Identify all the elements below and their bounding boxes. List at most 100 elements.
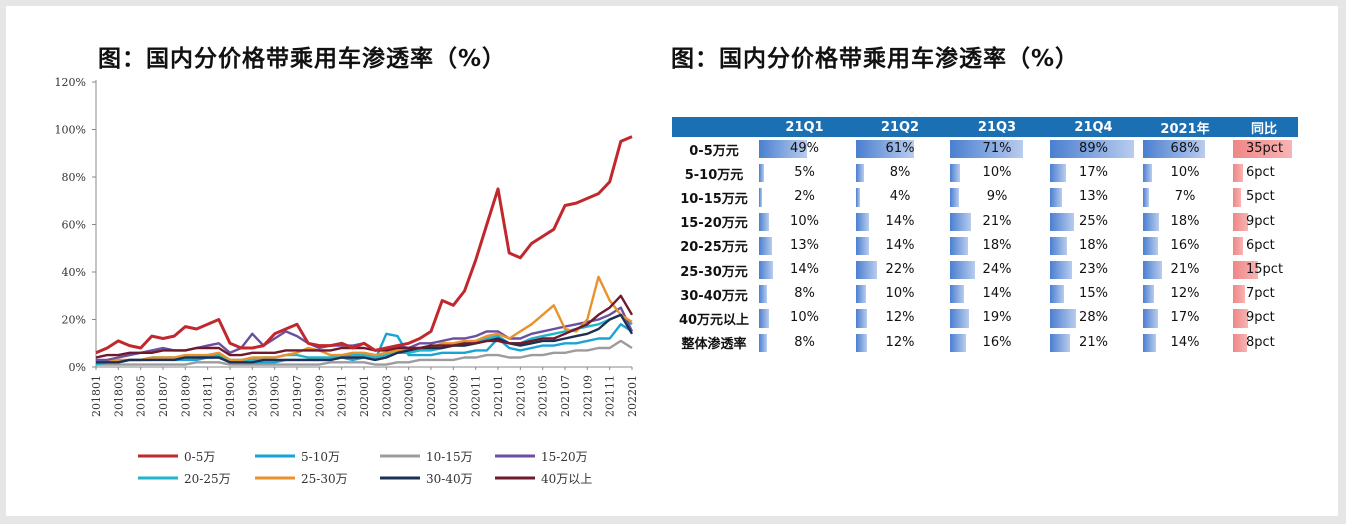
value-cell: 9% — [947, 185, 1047, 209]
value-bar — [759, 260, 773, 280]
value-cell: 61% — [853, 137, 947, 161]
table-row: 30-40万元 8% 10% 14% 15% 12% 7pct — [672, 282, 1298, 306]
value-cell: 16% — [1140, 234, 1230, 258]
value-text: 14% — [982, 286, 1012, 302]
value-bar — [950, 236, 969, 255]
row-label: 30-40万元 — [680, 288, 748, 304]
table-row: 5-10万元 5% 8% 10% 17% 10% 6pct — [672, 161, 1298, 185]
legend-label: 10-15万 — [426, 450, 473, 464]
series-line-7 — [96, 313, 634, 364]
legend-label: 5-10万 — [301, 450, 340, 464]
row-label: 整体渗透率 — [681, 337, 747, 353]
yoy-cell: 6pct — [1230, 161, 1298, 185]
row-label: 5-10万元 — [684, 167, 744, 183]
value-cell: 21% — [1140, 258, 1230, 282]
legend-label: 0-5万 — [184, 450, 215, 464]
value-cell: 14% — [853, 234, 947, 258]
value-bar — [856, 236, 870, 255]
x-tick-label: 201903 — [246, 375, 259, 417]
x-tick-label: 202003 — [380, 375, 393, 417]
value-text: 12% — [1170, 286, 1200, 302]
value-text: 15% — [1079, 286, 1108, 302]
x-tick-label: 202105 — [537, 375, 550, 417]
value-bar — [1143, 236, 1158, 255]
value-cell: 10% — [756, 210, 853, 234]
value-text: 9% — [986, 189, 1008, 205]
value-cell: 10% — [853, 282, 947, 306]
line-chart-title: 图：国内分价格带乘用车渗透率（%） — [98, 46, 507, 72]
x-tick-label: 201803 — [112, 375, 125, 417]
value-cell: 7% — [1140, 185, 1230, 209]
table-title: 图：国内分价格带乘用车渗透率（%） — [671, 46, 1080, 72]
value-cell: 8% — [756, 282, 853, 306]
row-label: 25-30万元 — [680, 264, 748, 280]
yoy-cell: 35pct — [1230, 137, 1298, 161]
value-text: 19% — [982, 310, 1012, 326]
x-tick-label: 201801 — [90, 375, 103, 417]
value-text: 18% — [1079, 237, 1108, 253]
x-tick-label: 201901 — [224, 375, 237, 417]
series-line-1 — [95, 135, 633, 355]
value-bar — [1050, 164, 1067, 183]
value-cell: 18% — [1140, 210, 1230, 234]
table-row: 20-25万元 13% 14% 18% 18% 16% 6pct — [672, 234, 1298, 258]
value-bar — [1050, 140, 1134, 159]
table-row: 10-15万元 2% 4% 9% 13% 7% 5pct — [672, 185, 1298, 209]
value-text: 18% — [982, 237, 1012, 253]
yoy-bar — [1233, 164, 1244, 183]
yoy-value: 9pct — [1246, 310, 1275, 326]
column-header — [672, 117, 756, 137]
yoy-value: 9pct — [1246, 213, 1275, 229]
value-bar — [950, 285, 965, 304]
legend-label: 40万以上 — [541, 472, 592, 486]
value-bar — [856, 285, 866, 304]
value-bar — [1050, 212, 1074, 231]
value-bar — [950, 212, 972, 231]
penetration-table: 21Q1 21Q2 21Q3 21Q4 2021年 同比 0-5万元 49% 61% 71% 89… — [672, 117, 1298, 355]
series-line-6 — [96, 275, 633, 364]
value-bar — [1143, 212, 1160, 231]
table-header-row: 21Q1 21Q2 21Q3 21Q4 2021年 同比 — [672, 117, 1298, 137]
value-text: 24% — [982, 261, 1012, 277]
value-cell: 12% — [853, 331, 947, 355]
row-label: 0-5万元 — [689, 143, 739, 159]
column-header: 2021年 — [1140, 117, 1230, 137]
value-cell: 89% — [1047, 137, 1140, 161]
value-bar — [1050, 188, 1063, 207]
value-bar — [1050, 309, 1077, 328]
value-text: 21% — [1170, 261, 1200, 277]
value-cell: 2% — [756, 185, 853, 209]
value-bar — [856, 140, 915, 159]
x-tick-label: 201911 — [336, 375, 349, 417]
table-row: 15-20万元 10% 14% 21% 25% 18% 9pct — [672, 210, 1298, 234]
value-cell: 24% — [947, 258, 1047, 282]
yoy-value: 8pct — [1246, 334, 1275, 350]
yoy-cell: 7pct — [1230, 282, 1298, 306]
column-header: 21Q4 — [1047, 117, 1140, 137]
yoy-cell: 15pct — [1230, 258, 1298, 282]
value-text: 2% — [794, 189, 815, 205]
value-cell: 8% — [756, 331, 853, 355]
value-text: 17% — [1079, 165, 1108, 181]
value-bar — [759, 188, 762, 207]
value-text: 22% — [885, 261, 915, 277]
legend-label: 25-30万 — [301, 472, 348, 486]
x-tick-label: 202109 — [581, 375, 594, 417]
value-text: 12% — [885, 310, 915, 326]
value-bar — [1050, 285, 1065, 304]
value-bar — [1143, 188, 1150, 207]
x-tick-label: 202005 — [403, 375, 416, 417]
value-text: 21% — [1079, 334, 1108, 350]
value-text: 21% — [982, 213, 1012, 229]
value-bar — [1143, 140, 1205, 159]
value-cell: 23% — [1047, 258, 1140, 282]
row-label: 40万元以上 — [678, 312, 750, 328]
value-cell: 71% — [947, 137, 1047, 161]
value-text: 28% — [1079, 310, 1108, 326]
value-text: 68% — [1170, 141, 1200, 156]
yoy-bar — [1233, 188, 1242, 207]
yoy-cell: 6pct — [1230, 234, 1298, 258]
yoy-bar — [1233, 333, 1247, 352]
value-cell: 68% — [1140, 137, 1230, 161]
x-tick-label: 202011 — [470, 375, 483, 417]
